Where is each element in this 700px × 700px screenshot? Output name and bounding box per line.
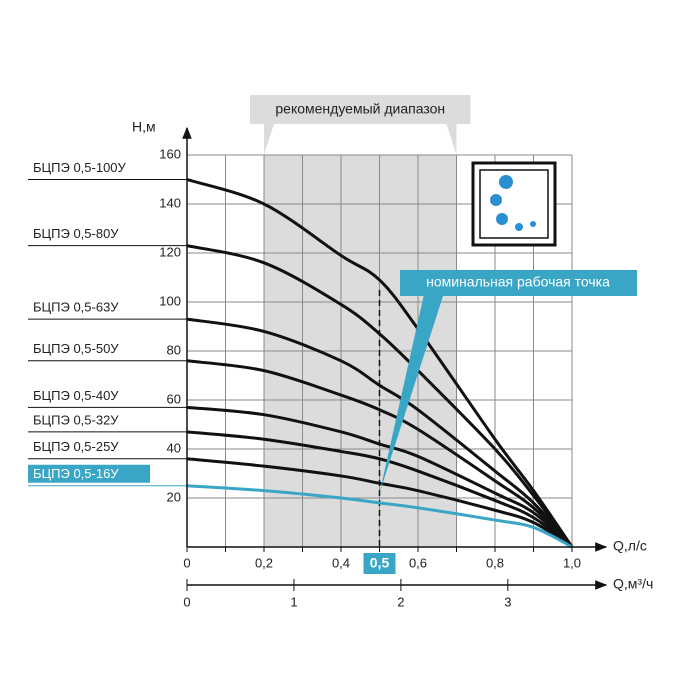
legend-label: БЦПЭ 0,5-25У [33, 439, 119, 454]
legend-label: БЦПЭ 0,5-40У [33, 388, 119, 403]
curve [186, 405, 574, 549]
x-tick-label: 0,2 [255, 555, 273, 570]
x2-axis-label: Q,м³/ч [613, 576, 653, 592]
curve [186, 359, 574, 549]
curve [186, 430, 573, 549]
curve [186, 178, 574, 548]
y-tick-label: 20 [167, 489, 181, 504]
y-tick-label: 60 [167, 391, 181, 406]
x-tick-label: 0,4 [332, 555, 350, 570]
legend-label: БЦПЭ 0,5-16У [33, 466, 119, 481]
y-tick-label: 160 [159, 146, 181, 161]
legend-label: БЦПЭ 0,5-63У [33, 300, 119, 315]
x2-tick-label: 3 [504, 594, 511, 609]
curve [186, 317, 574, 548]
legend-label: БЦПЭ 0,5-100У [33, 160, 127, 175]
x-axis-label: Q,л/с [613, 538, 647, 554]
callout-box [400, 270, 637, 296]
x-tick-label: 0,8 [486, 555, 504, 570]
y-axis-label: Н,м [132, 119, 156, 135]
y-tick-label: 120 [159, 244, 181, 259]
legend-label: БЦПЭ 0,5-50У [33, 341, 119, 356]
legend-label: БЦПЭ 0,5-32У [33, 412, 119, 427]
legend-label: БЦПЭ 0,5-80У [33, 226, 119, 241]
tick-highlight [363, 553, 396, 574]
x2-tick-label: 2 [397, 594, 404, 609]
water-icon [471, 161, 557, 247]
y-tick-label: 40 [167, 440, 181, 455]
curve [186, 484, 573, 549]
curve [186, 457, 573, 549]
range-banner [250, 95, 471, 155]
y-tick-label: 100 [159, 293, 181, 308]
y-tick-label: 80 [167, 342, 181, 357]
callout-pointer [379, 290, 445, 494]
x-tick-label: 0,6 [409, 555, 427, 570]
x-tick-label: 0,5 [370, 555, 390, 571]
curve [186, 244, 574, 548]
y-tick-label: 140 [159, 195, 181, 210]
x-tick-label: 1,0 [563, 555, 581, 570]
callout-label: номинальная рабочая точка [426, 274, 610, 290]
legend-highlight [28, 464, 150, 483]
x2-tick-label: 1 [290, 594, 297, 609]
range-label: рекомендуемый диапазон [275, 101, 445, 117]
x-tick-label: 0 [183, 555, 190, 570]
x2-tick-label: 0 [183, 594, 190, 609]
